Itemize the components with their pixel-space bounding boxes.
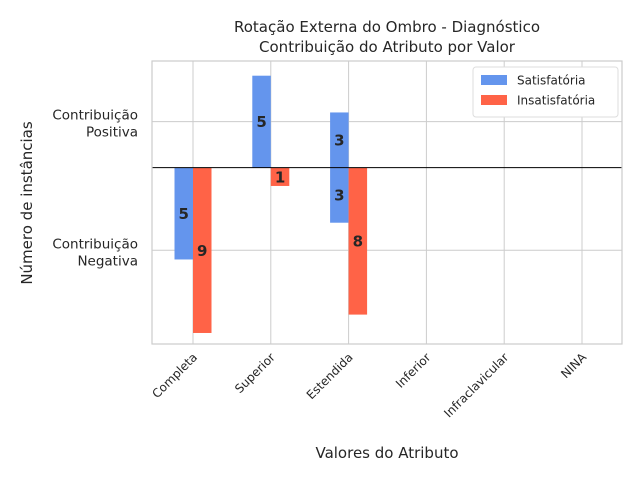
data-label: 1 — [275, 168, 285, 186]
x-tick-label: Completa — [149, 350, 200, 401]
x-axis-label: Valores do Atributo — [315, 444, 458, 462]
data-label: 3 — [334, 132, 344, 150]
bar-negative — [270, 167, 290, 186]
data-label: 5 — [179, 205, 189, 223]
bar-negative — [174, 167, 193, 260]
y-axis-label: Número de instâncias — [18, 121, 36, 285]
y-tick-label: Contribuição Negativa — [52, 236, 138, 269]
data-label: 9 — [197, 242, 207, 260]
bar-negative — [348, 167, 368, 315]
x-tick-label: Infraclavicular — [441, 350, 511, 420]
legend-label: Satisfatória — [517, 74, 586, 88]
x-tick-label: NINA — [558, 350, 589, 381]
bar-negative — [330, 167, 349, 223]
bar-positive — [330, 112, 349, 168]
x-tick-label: Inferior — [393, 350, 434, 391]
plot-frame — [151, 60, 623, 345]
x-tick-label: Superior — [232, 350, 278, 396]
legend-swatch — [481, 95, 507, 105]
legend-box — [472, 66, 619, 118]
chart-subtitle: Contribuição do Atributo por Valor — [259, 38, 516, 56]
chart-title: Rotação Externa do Ombro - Diagnóstico — [234, 18, 540, 36]
bar-positive — [252, 75, 271, 168]
data-label: 3 — [334, 187, 344, 205]
data-label: 8 — [353, 233, 363, 251]
legend-swatch — [481, 75, 507, 85]
x-tick-label: Estendida — [304, 350, 356, 402]
bar-negative — [193, 167, 212, 333]
legend-label: Insatisfatória — [517, 94, 595, 108]
y-tick-label: Contribuição Positiva — [52, 108, 138, 141]
data-label: 5 — [256, 113, 266, 131]
